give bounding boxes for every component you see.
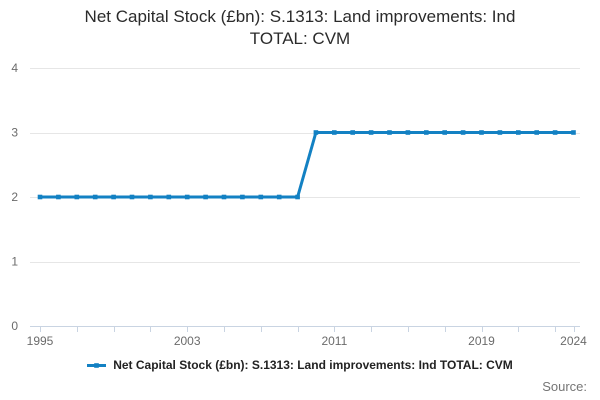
data-point — [166, 194, 172, 200]
legend: Net Capital Stock (£bn): S.1313: Land im… — [0, 358, 600, 372]
data-point — [203, 194, 208, 200]
source-note: Source: — [542, 379, 587, 394]
data-point — [221, 194, 227, 200]
y-axis-tick-label: 4 — [11, 61, 18, 75]
y-axis-tick-label: 1 — [11, 255, 18, 269]
data-point — [479, 130, 484, 135]
chart-title-line2: TOTAL: CVM — [249, 29, 351, 48]
data-point — [405, 130, 411, 135]
y-axis-tick-label: 0 — [11, 319, 18, 333]
chart-title: Net Capital Stock (£bn): S.1313: Land im… — [0, 6, 600, 50]
line-chart-plot: 0 1 2 3 4 1995 2003 2011 2019 2024 — [11, 61, 587, 348]
data-point — [295, 194, 300, 200]
x-axis-tick-label: 2011 — [321, 334, 347, 348]
data-point — [148, 194, 153, 200]
data-point — [240, 194, 245, 200]
data-point — [313, 130, 319, 135]
data-point — [276, 194, 282, 200]
data-point — [497, 130, 503, 135]
data-point — [442, 130, 447, 135]
data-point — [460, 130, 466, 135]
data-point — [534, 130, 539, 135]
data-point — [258, 194, 264, 200]
x-axis-tick-label: 2024 — [560, 334, 587, 348]
data-point — [424, 130, 429, 135]
x-axis-tick-label: 1995 — [27, 334, 54, 348]
data-line — [38, 131, 575, 199]
x-axis-tick-label: 2003 — [174, 334, 201, 348]
series-line-marker-icon — [87, 361, 107, 370]
data-point — [184, 194, 190, 200]
data-point — [332, 130, 337, 135]
x-axis-tick-label: 2019 — [468, 334, 495, 348]
data-point — [74, 194, 80, 200]
data-point — [111, 194, 116, 200]
data-point — [350, 130, 355, 135]
data-point — [368, 130, 374, 135]
data-point — [56, 194, 61, 200]
data-point — [92, 194, 98, 200]
legend-label: Net Capital Stock (£bn): S.1313: Land im… — [113, 358, 513, 372]
data-point — [387, 130, 392, 135]
data-point — [129, 194, 135, 200]
y-axis-tick-label: 3 — [11, 126, 18, 140]
data-point — [552, 130, 558, 135]
data-point — [37, 194, 43, 200]
y-axis-tick-label: 2 — [11, 190, 18, 204]
data-point — [516, 130, 521, 135]
data-point — [571, 130, 576, 135]
chart-title-line1: Net Capital Stock (£bn): S.1313: Land im… — [84, 7, 516, 26]
